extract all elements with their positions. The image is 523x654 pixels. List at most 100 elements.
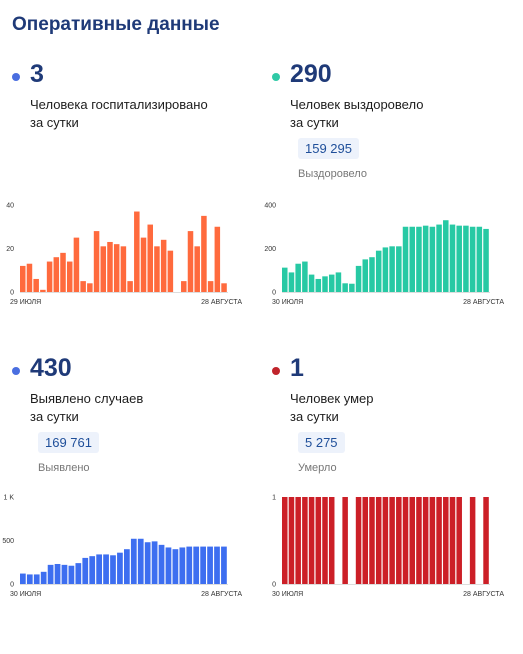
bar xyxy=(96,554,102,584)
bar xyxy=(193,546,200,584)
indicator-dot xyxy=(272,367,280,375)
bar xyxy=(100,246,107,292)
bar xyxy=(463,225,469,292)
x-start-label: 30 ИЮЛЯ xyxy=(272,591,303,598)
bar xyxy=(221,546,227,584)
bar xyxy=(20,265,26,292)
bar xyxy=(308,497,315,584)
bar xyxy=(134,211,140,292)
bar xyxy=(194,246,200,292)
cases-panel: 430 Выявлено случаев за сутки 169 761 Вы… xyxy=(12,354,264,654)
description-line: Человек умер xyxy=(290,391,374,406)
bar xyxy=(80,281,86,292)
bar xyxy=(186,546,193,584)
bar xyxy=(61,564,68,584)
bar xyxy=(221,283,227,292)
bar xyxy=(282,497,288,584)
hospitalized-chart: 0 20 40 29 ИЮЛЯ 28 АВГУСТА xyxy=(6,203,242,307)
bar xyxy=(456,497,462,584)
deaths-panel: 1 Человек умер за сутки 5 275 Умерло xyxy=(272,354,523,654)
bar xyxy=(369,497,375,584)
bar xyxy=(33,278,39,292)
bar xyxy=(103,554,109,584)
indicator-dot xyxy=(12,73,20,81)
y-tick-label: 1 K xyxy=(3,495,14,502)
bar xyxy=(46,261,53,292)
bar xyxy=(165,547,172,584)
y-tick-label: 0 xyxy=(10,582,14,589)
deaths-total-label: Умерло xyxy=(298,462,337,474)
recovered-total-label: Выздоровело xyxy=(298,168,367,180)
description-line: за сутки xyxy=(30,115,79,130)
bar xyxy=(308,274,315,292)
cases-value: 430 xyxy=(30,354,72,382)
bar xyxy=(315,497,322,584)
deaths-description: Человек умер за сутки xyxy=(290,390,510,426)
indicator-dot xyxy=(12,367,20,375)
bar xyxy=(328,274,335,292)
bar xyxy=(469,226,476,292)
y-tick-label: 0 xyxy=(272,582,276,589)
recovered-chart: 0 200 400 30 ИЮЛЯ 28 АВГУСТА xyxy=(264,203,504,307)
bar xyxy=(127,281,133,292)
recovered-total: 159 295 xyxy=(298,138,359,159)
bar xyxy=(402,497,409,584)
bar xyxy=(342,283,348,292)
bar xyxy=(449,497,456,584)
bar xyxy=(422,497,429,584)
deaths-value: 1 xyxy=(290,354,304,382)
bar xyxy=(144,542,151,584)
bar xyxy=(288,497,295,584)
bar xyxy=(40,571,47,584)
bar xyxy=(172,549,179,584)
bar xyxy=(20,573,26,584)
bar xyxy=(315,278,322,292)
indicator-dot xyxy=(272,73,280,81)
description-line: за сутки xyxy=(30,409,79,424)
description-line: Выявлено случаев xyxy=(30,391,144,406)
y-tick-label: 40 xyxy=(6,203,14,210)
description-line: Человек выздоровело xyxy=(290,97,424,112)
bar xyxy=(179,547,186,584)
x-start-label: 30 ИЮЛЯ xyxy=(272,299,303,306)
bar xyxy=(483,228,489,292)
bar xyxy=(147,224,153,292)
bar xyxy=(60,252,66,292)
bar xyxy=(288,272,295,292)
hospitalized-panel: 3 Человека госпитализировано за сутки xyxy=(12,60,264,360)
bar xyxy=(120,246,127,292)
bar xyxy=(402,226,409,292)
bar xyxy=(456,225,462,292)
bar xyxy=(396,246,402,292)
cases-total-label: Выявлено xyxy=(38,462,90,474)
bar xyxy=(82,557,89,584)
bar xyxy=(26,574,33,584)
bar xyxy=(328,497,335,584)
bar xyxy=(409,497,415,584)
bar xyxy=(200,546,206,584)
description-line: за сутки xyxy=(290,409,339,424)
y-tick-label: 0 xyxy=(10,290,14,297)
bar xyxy=(443,220,449,292)
bar xyxy=(375,250,382,292)
deaths-total: 5 275 xyxy=(298,432,345,453)
x-start-label: 29 ИЮЛЯ xyxy=(10,299,41,306)
x-end-label: 28 АВГУСТА xyxy=(463,299,504,306)
bar xyxy=(75,563,82,584)
bar xyxy=(322,497,328,584)
bar xyxy=(167,250,174,292)
cases-chart: 0 500 1 K 30 ИЮЛЯ 28 АВГУСТА xyxy=(2,495,242,599)
bar xyxy=(416,226,422,292)
y-tick-label: 200 xyxy=(264,246,276,253)
bar xyxy=(151,541,158,584)
description-line: за сутки xyxy=(290,115,339,130)
y-tick-label: 0 xyxy=(272,290,276,297)
cases-description: Выявлено случаев за сутки xyxy=(30,390,250,426)
bar xyxy=(396,497,402,584)
bar xyxy=(362,497,369,584)
bar xyxy=(362,259,369,292)
bar xyxy=(26,263,33,292)
bar xyxy=(33,574,40,584)
bar xyxy=(53,257,60,292)
bar xyxy=(282,267,288,292)
